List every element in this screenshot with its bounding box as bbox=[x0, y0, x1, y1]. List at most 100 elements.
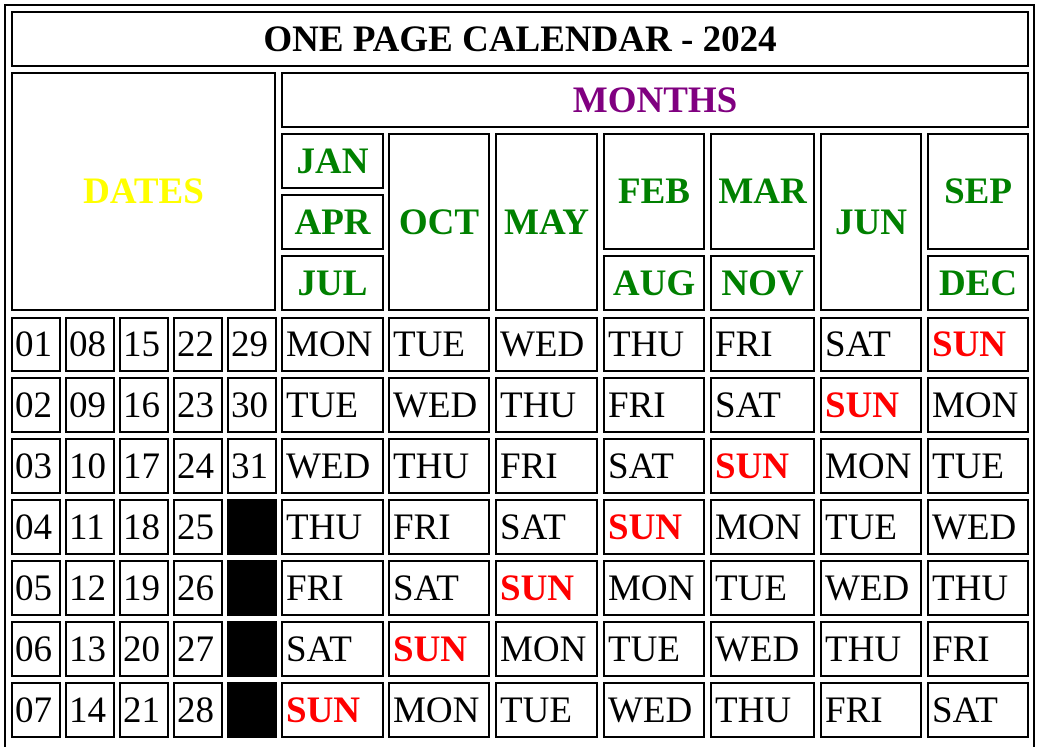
date-number: 05 bbox=[11, 560, 61, 616]
date-number: 25 bbox=[173, 499, 223, 555]
date-number: 10 bbox=[65, 438, 115, 494]
weekday: TUE bbox=[710, 560, 815, 616]
weekday: SAT bbox=[388, 560, 490, 616]
date-number: 17 bbox=[119, 438, 169, 494]
date-number: 03 bbox=[11, 438, 61, 494]
date-number: 15 bbox=[119, 317, 169, 372]
date-number: 02 bbox=[11, 377, 61, 433]
weekday: SAT bbox=[281, 621, 384, 677]
weekday: FRI bbox=[388, 499, 490, 555]
date-number: 22 bbox=[173, 317, 223, 372]
date-number: 29 bbox=[227, 317, 277, 372]
date-number: 23 bbox=[173, 377, 223, 433]
page-title: ONE PAGE CALENDAR - 2024 bbox=[11, 11, 1029, 67]
weekday-sunday: SUN bbox=[710, 438, 815, 494]
month-oct: OCT bbox=[388, 133, 490, 311]
date-number: 08 bbox=[65, 317, 115, 372]
weekday: SAT bbox=[603, 438, 705, 494]
weekday: THU bbox=[927, 560, 1029, 616]
date-number: 30 bbox=[227, 377, 277, 433]
weekday: TUE bbox=[820, 499, 922, 555]
weekday: FRI bbox=[710, 317, 815, 372]
weekday: TUE bbox=[927, 438, 1029, 494]
month-jul: JUL bbox=[281, 255, 384, 311]
weekday: WED bbox=[603, 682, 705, 738]
date-number: 01 bbox=[11, 317, 61, 372]
weekday-sunday: SUN bbox=[603, 499, 705, 555]
weekday: MON bbox=[820, 438, 922, 494]
date-number: 21 bbox=[119, 682, 169, 738]
weekday: WED bbox=[820, 560, 922, 616]
weekday: WED bbox=[710, 621, 815, 677]
empty-date-cell bbox=[227, 682, 277, 738]
date-number: 13 bbox=[65, 621, 115, 677]
month-apr: APR bbox=[281, 194, 384, 250]
weekday: SAT bbox=[927, 682, 1029, 738]
date-number: 07 bbox=[11, 682, 61, 738]
date-number: 26 bbox=[173, 560, 223, 616]
weekday: MON bbox=[388, 682, 490, 738]
weekday: MON bbox=[281, 317, 384, 372]
weekday-sunday: SUN bbox=[820, 377, 922, 433]
weekday-sunday: SUN bbox=[927, 317, 1029, 372]
weekday: SAT bbox=[710, 377, 815, 433]
weekday: THU bbox=[495, 377, 598, 433]
date-number: 18 bbox=[119, 499, 169, 555]
date-number: 24 bbox=[173, 438, 223, 494]
month-may: MAY bbox=[495, 133, 598, 311]
weekday: WED bbox=[281, 438, 384, 494]
weekday: FRI bbox=[603, 377, 705, 433]
month-aug: AUG bbox=[603, 255, 705, 311]
weekday: TUE bbox=[495, 682, 598, 738]
weekday: FRI bbox=[495, 438, 598, 494]
empty-date-cell bbox=[227, 499, 277, 555]
weekday: THU bbox=[603, 317, 705, 372]
date-number: 12 bbox=[65, 560, 115, 616]
month-feb: FEB bbox=[603, 133, 705, 250]
date-number: 28 bbox=[173, 682, 223, 738]
month-jun: JUN bbox=[820, 133, 922, 311]
empty-date-cell bbox=[227, 621, 277, 677]
weekday: THU bbox=[388, 438, 490, 494]
date-number: 16 bbox=[119, 377, 169, 433]
date-number: 11 bbox=[65, 499, 115, 555]
month-dec: DEC bbox=[927, 255, 1029, 311]
weekday: FRI bbox=[281, 560, 384, 616]
weekday: WED bbox=[495, 317, 598, 372]
date-number: 20 bbox=[119, 621, 169, 677]
weekday: MON bbox=[710, 499, 815, 555]
weekday: THU bbox=[710, 682, 815, 738]
date-number: 31 bbox=[227, 438, 277, 494]
month-jan: JAN bbox=[281, 133, 384, 189]
date-number: 09 bbox=[65, 377, 115, 433]
empty-date-cell bbox=[227, 560, 277, 616]
weekday: THU bbox=[281, 499, 384, 555]
month-mar: MAR bbox=[710, 133, 815, 250]
weekday: MON bbox=[603, 560, 705, 616]
weekday: SAT bbox=[820, 317, 922, 372]
weekday: MON bbox=[495, 621, 598, 677]
date-number: 27 bbox=[173, 621, 223, 677]
date-number: 04 bbox=[11, 499, 61, 555]
weekday: FRI bbox=[927, 621, 1029, 677]
weekday: WED bbox=[927, 499, 1029, 555]
weekday: FRI bbox=[820, 682, 922, 738]
weekday: WED bbox=[388, 377, 490, 433]
weekday-sunday: SUN bbox=[281, 682, 384, 738]
dates-header: DATES bbox=[11, 72, 276, 311]
month-nov: NOV bbox=[710, 255, 815, 311]
weekday-sunday: SUN bbox=[388, 621, 490, 677]
weekday: THU bbox=[820, 621, 922, 677]
weekday: TUE bbox=[388, 317, 490, 372]
weekday: TUE bbox=[281, 377, 384, 433]
months-header: MONTHS bbox=[281, 72, 1029, 128]
weekday: TUE bbox=[603, 621, 705, 677]
calendar-outer-border bbox=[4, 4, 1035, 747]
date-number: 14 bbox=[65, 682, 115, 738]
weekday: SAT bbox=[495, 499, 598, 555]
month-sep: SEP bbox=[927, 133, 1029, 250]
weekday: MON bbox=[927, 377, 1029, 433]
date-number: 06 bbox=[11, 621, 61, 677]
weekday-sunday: SUN bbox=[495, 560, 598, 616]
